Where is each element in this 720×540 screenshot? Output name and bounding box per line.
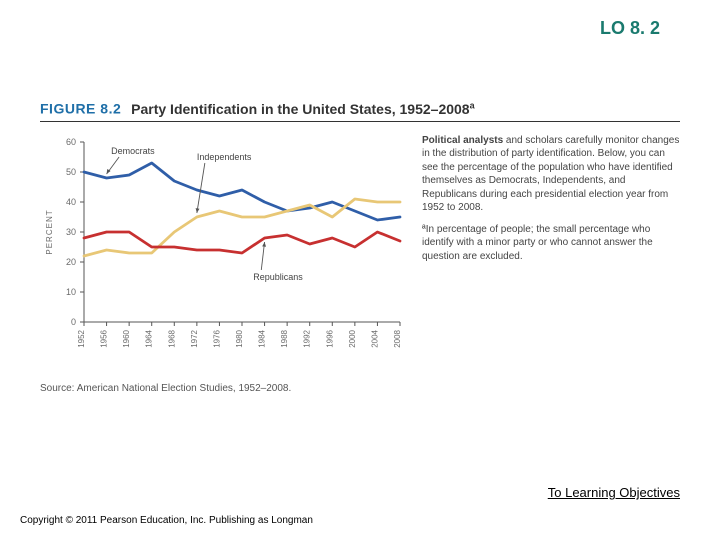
svg-text:2008: 2008 [393,329,402,347]
figure-container: FIGURE 8.2 Party Identification in the U… [40,100,680,394]
copyright-text: Copyright © 2011 Pearson Education, Inc.… [20,515,313,526]
lo-label: LO 8. 2 [600,18,660,39]
svg-text:Independents: Independents [197,152,252,162]
svg-text:60: 60 [66,137,76,147]
desc-lead: Political analysts [422,135,503,146]
svg-text:1956: 1956 [100,329,109,347]
svg-text:1972: 1972 [190,329,199,347]
chart-area: 0 10 20 30 40 50 60 PERCENT 1952 1956 1960 1964 1968… [40,132,410,394]
svg-text:10: 10 [66,287,76,297]
svg-text:1968: 1968 [167,329,176,347]
svg-text:1984: 1984 [258,329,267,347]
svg-text:1960: 1960 [122,329,131,347]
figure-title: Party Identification in the United State… [131,101,474,117]
svg-text:40: 40 [66,197,76,207]
figure-header: FIGURE 8.2 Party Identification in the U… [40,100,680,117]
svg-text:Republicans: Republicans [253,272,303,282]
svg-text:1992: 1992 [303,329,312,347]
figure-rule [40,121,680,122]
svg-text:2000: 2000 [348,329,357,347]
svg-text:1976: 1976 [212,329,221,347]
svg-text:0: 0 [71,317,76,327]
svg-text:1988: 1988 [280,329,289,347]
line-chart: 0 10 20 30 40 50 60 PERCENT 1952 1956 1960 1964 1968… [40,132,410,372]
svg-text:50: 50 [66,167,76,177]
svg-text:1952: 1952 [77,329,86,347]
svg-text:1996: 1996 [325,329,334,347]
svg-text:PERCENT: PERCENT [45,209,54,254]
svg-text:1980: 1980 [235,329,244,347]
figure-number: FIGURE 8.2 [40,101,121,117]
description-text: Political analysts and scholars carefull… [410,132,680,264]
svg-text:30: 30 [66,227,76,237]
desc-body: and scholars carefully monitor changes i… [422,135,679,214]
svg-text:20: 20 [66,257,76,267]
svg-text:1964: 1964 [145,329,154,347]
desc-footnote: ªIn percentage of people; the small perc… [422,224,653,262]
learning-objectives-link[interactable]: To Learning Objectives [548,485,680,500]
svg-text:Democrats: Democrats [111,146,155,156]
svg-text:2004: 2004 [370,329,379,347]
source-text: Source: American National Election Studi… [40,383,410,394]
